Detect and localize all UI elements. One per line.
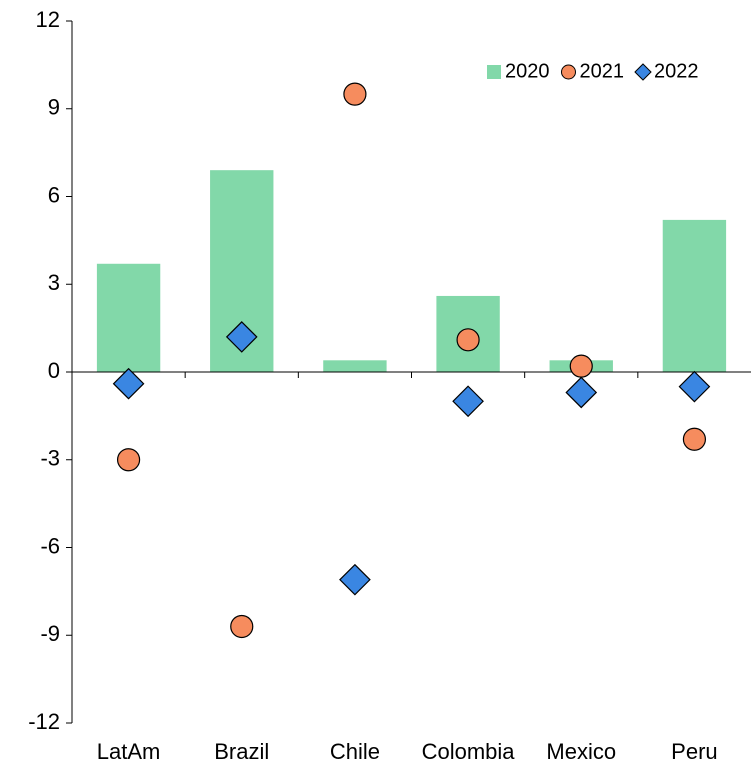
point — [678, 370, 711, 403]
bar — [96, 263, 161, 372]
point — [225, 321, 258, 353]
y-tick-label: -3 — [40, 446, 60, 471]
point — [230, 614, 254, 639]
x-tick-label: Peru — [671, 739, 717, 764]
legend-swatch — [634, 63, 652, 81]
x-tick-label: Chile — [330, 739, 380, 764]
bar — [662, 219, 727, 372]
point — [452, 385, 484, 418]
point — [343, 82, 367, 106]
y-tick-label: -6 — [40, 533, 60, 558]
y-tick-label: -12 — [28, 709, 60, 734]
x-tick-label: Colombia — [422, 739, 516, 764]
bar — [323, 360, 387, 372]
legend-label: 2021 — [580, 60, 625, 82]
point — [569, 354, 593, 378]
legend-label: 2020 — [505, 60, 550, 82]
x-tick-label: LatAm — [97, 739, 161, 764]
legend-label: 2022 — [654, 60, 699, 82]
point — [339, 563, 371, 596]
point — [112, 367, 145, 400]
point — [565, 376, 598, 409]
y-tick-label: 3 — [48, 270, 60, 295]
point — [456, 328, 480, 352]
x-tick-label: Brazil — [214, 739, 269, 764]
y-tick-label: 6 — [48, 182, 60, 207]
point — [116, 448, 141, 472]
x-tick-label: Mexico — [546, 739, 616, 764]
legend-swatch — [561, 64, 576, 80]
y-tick-label: 12 — [36, 7, 60, 32]
point — [682, 427, 707, 451]
y-tick-label: 9 — [48, 95, 60, 120]
y-tick-label: 0 — [48, 358, 60, 383]
legend-swatch — [487, 65, 501, 79]
y-tick-label: -9 — [40, 621, 60, 646]
